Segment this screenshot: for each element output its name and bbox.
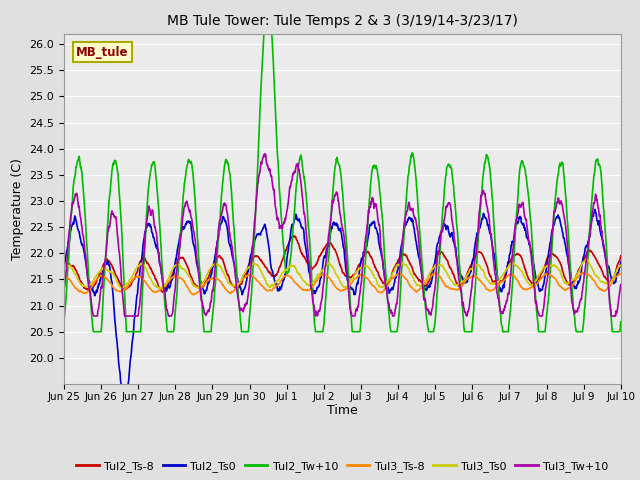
Line: Tul2_Ts0: Tul2_Ts0 [64,209,621,389]
Tul2_Ts0 [297,221,305,227]
Tul3_Tw+10 [126,313,134,319]
Tul3_Ts0 [126,277,134,283]
Tul2_Tw+10 [60,319,68,324]
Tul3_Tw+10 [617,282,625,288]
Tul3_Ts-8 [318,272,326,277]
Tul3_Ts-8 [617,271,625,277]
Tul3_Ts0 [308,280,316,286]
Tul3_Ts-8 [126,280,134,286]
Tul2_Ts-8 [126,283,134,288]
Line: Tul3_Ts0: Tul3_Ts0 [64,259,621,289]
Tul3_Ts0 [378,285,385,290]
Tul2_Ts0 [126,359,134,365]
Tul2_Ts0 [617,259,625,265]
Tul3_Tw+10 [319,291,326,297]
Tul3_Ts-8 [378,289,385,295]
Tul2_Tw+10 [126,329,134,335]
Line: Tul3_Ts-8: Tul3_Ts-8 [64,272,621,295]
Tul3_Ts-8 [308,284,316,290]
Tul3_Ts0 [297,274,305,279]
Tul3_Ts0 [156,286,164,292]
Tul2_Tw+10 [297,152,305,158]
Line: Tul3_Tw+10: Tul3_Tw+10 [64,154,621,316]
Y-axis label: Temperature (C): Temperature (C) [11,158,24,260]
Tul2_Ts-8 [319,249,326,254]
Tul2_Ts0 [103,260,111,266]
Title: MB Tule Tower: Tule Temps 2 & 3 (3/19/14-3/23/17): MB Tule Tower: Tule Temps 2 & 3 (3/19/14… [167,14,518,28]
Tul3_Tw+10 [60,286,68,292]
Tul2_Tw+10 [104,224,111,229]
Tul2_Ts0 [118,386,126,392]
Tul3_Tw+10 [90,313,97,319]
Tul2_Ts-8 [103,256,111,262]
Tul2_Ts0 [60,265,68,271]
Tul2_Ts-8 [297,249,305,255]
Tul3_Ts-8 [579,269,587,275]
Tul2_Ts-8 [308,266,316,272]
Tul3_Ts-8 [60,274,68,280]
Tul2_Ts-8 [161,289,168,295]
Tul3_Ts0 [318,268,326,274]
Tul2_Tw+10 [378,207,385,213]
Tul2_Tw+10 [260,31,268,36]
Text: MB_tule: MB_tule [76,46,129,59]
Tul2_Tw+10 [90,329,97,335]
Tul2_Ts0 [308,284,316,290]
Tul2_Ts-8 [378,277,385,283]
Tul2_Tw+10 [617,319,625,324]
Tul2_Ts-8 [290,233,298,239]
Tul2_Ts-8 [60,265,68,271]
Tul2_Ts0 [378,252,385,257]
Tul3_Tw+10 [297,181,305,187]
Tul2_Ts0 [591,206,598,212]
Line: Tul2_Tw+10: Tul2_Tw+10 [64,34,621,332]
Tul3_Ts-8 [103,276,111,282]
Tul3_Ts0 [103,266,111,272]
Tul2_Tw+10 [308,288,316,294]
Line: Tul2_Ts-8: Tul2_Ts-8 [64,236,621,292]
Tul3_Tw+10 [104,232,111,238]
X-axis label: Time: Time [327,405,358,418]
Tul2_Tw+10 [319,329,326,335]
Tul3_Ts0 [617,262,625,268]
Legend: Tul2_Ts-8, Tul2_Ts0, Tul2_Tw+10, Tul3_Ts-8, Tul3_Ts0, Tul3_Tw+10: Tul2_Ts-8, Tul2_Ts0, Tul2_Tw+10, Tul3_Ts… [72,457,613,477]
Tul3_Ts0 [60,264,68,270]
Tul2_Ts0 [318,267,326,273]
Tul3_Ts-8 [297,285,305,291]
Tul3_Tw+10 [262,151,269,157]
Tul2_Ts-8 [617,253,625,259]
Tul3_Tw+10 [378,249,385,254]
Tul3_Ts-8 [189,292,197,298]
Tul3_Ts0 [583,256,591,262]
Tul3_Tw+10 [308,296,316,301]
